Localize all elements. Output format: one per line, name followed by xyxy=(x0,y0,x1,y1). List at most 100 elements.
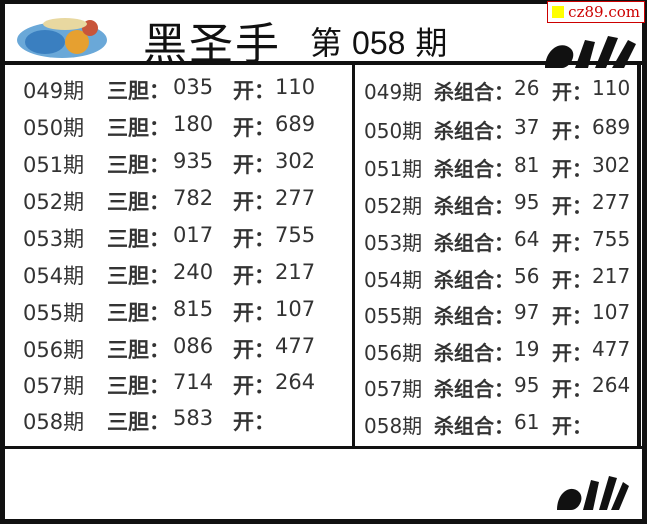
open-label: 开： xyxy=(552,119,592,143)
type-label: 三胆： xyxy=(107,301,170,325)
prediction-value: 086 xyxy=(173,334,214,358)
prediction-value: 714 xyxy=(173,370,214,394)
issue-value: 058 xyxy=(352,25,406,61)
open-label: 开： xyxy=(552,377,592,401)
type-label: 三胆： xyxy=(107,116,170,140)
prediction-value: 61 xyxy=(514,410,540,434)
watermark: cz89.com xyxy=(547,1,645,23)
type-label: 三胆： xyxy=(107,153,170,177)
open-value: 755 xyxy=(592,227,631,251)
period-label: 058期 xyxy=(364,414,423,438)
prediction-value: 56 xyxy=(514,264,540,288)
type-label: 三胆： xyxy=(107,79,170,103)
period-label: 052期 xyxy=(364,194,423,218)
period-label: 054期 xyxy=(23,264,85,288)
period-label: 052期 xyxy=(23,190,85,214)
period-label: 050期 xyxy=(364,119,423,143)
period-label: 056期 xyxy=(364,341,423,365)
open-value: 110 xyxy=(275,75,316,99)
period-label: 057期 xyxy=(23,374,85,398)
prediction-value: 95 xyxy=(514,373,540,397)
logo-icon xyxy=(17,18,107,58)
period-label: 053期 xyxy=(23,227,85,251)
prediction-value: 19 xyxy=(514,337,540,361)
open-label: 开： xyxy=(233,79,275,103)
open-value: 302 xyxy=(592,153,631,177)
prediction-value: 240 xyxy=(173,260,214,284)
open-label: 开： xyxy=(233,301,275,325)
open-value: 264 xyxy=(592,373,631,397)
open-label: 开： xyxy=(233,374,275,398)
open-value: 689 xyxy=(275,112,316,136)
prediction-value: 95 xyxy=(514,190,540,214)
divider xyxy=(637,65,641,447)
open-value: 217 xyxy=(275,260,316,284)
period-label: 050期 xyxy=(23,116,85,140)
prediction-value: 81 xyxy=(514,153,540,177)
open-value: 755 xyxy=(275,223,316,247)
period-label: 053期 xyxy=(364,231,423,255)
open-label: 开： xyxy=(233,264,275,288)
type-label: 三胆： xyxy=(107,338,170,362)
ok-hand-icon xyxy=(557,476,629,510)
period-label: 049期 xyxy=(23,79,85,103)
type-label: 三胆： xyxy=(107,264,170,288)
open-value: 277 xyxy=(275,186,316,210)
period-label: 055期 xyxy=(23,301,85,325)
prediction-value: 782 xyxy=(173,186,214,210)
open-label: 开： xyxy=(233,338,275,362)
open-value: 217 xyxy=(592,264,631,288)
prediction-value: 64 xyxy=(514,227,540,251)
issue-number: 第 058 期 xyxy=(310,18,457,64)
watermark-square-icon xyxy=(552,6,565,18)
type-label: 三胆： xyxy=(107,227,170,251)
prediction-value: 180 xyxy=(173,112,214,136)
prediction-value: 017 xyxy=(173,223,214,247)
type-label: 杀组合： xyxy=(434,268,514,292)
right-table: 049期 杀组合： 26 开： 110 050期 杀组合： 37 开： 689 051期 杀组合： 81… xyxy=(358,65,641,447)
open-label: 开： xyxy=(552,194,592,218)
type-label: 杀组合： xyxy=(434,231,514,255)
open-value: 264 xyxy=(275,370,316,394)
open-value: 107 xyxy=(592,300,631,324)
open-label: 开： xyxy=(552,80,592,104)
prediction-value: 035 xyxy=(173,75,214,99)
open-value: 277 xyxy=(592,190,631,214)
type-label: 杀组合： xyxy=(434,304,514,328)
open-value: 689 xyxy=(592,115,631,139)
period-label: 057期 xyxy=(364,377,423,401)
type-label: 三胆： xyxy=(107,374,170,398)
issue-suffix: 期 xyxy=(415,25,448,61)
type-label: 三胆： xyxy=(107,190,170,214)
prediction-value: 815 xyxy=(173,297,214,321)
period-label: 056期 xyxy=(23,338,85,362)
type-label: 杀组合： xyxy=(434,157,514,181)
issue-prefix: 第 xyxy=(310,25,343,61)
open-label: 开： xyxy=(552,157,592,181)
open-label: 开： xyxy=(233,153,275,177)
period-label: 051期 xyxy=(23,153,85,177)
prediction-value: 935 xyxy=(173,149,214,173)
period-label: 051期 xyxy=(364,157,423,181)
period-label: 054期 xyxy=(364,268,423,292)
open-label: 开： xyxy=(552,268,592,292)
type-label: 杀组合： xyxy=(434,341,514,365)
type-label: 杀组合： xyxy=(434,414,514,438)
open-label: 开： xyxy=(233,116,275,140)
type-label: 三胆： xyxy=(107,410,170,434)
open-label: 开： xyxy=(552,304,592,328)
period-label: 049期 xyxy=(364,80,423,104)
bottom-box xyxy=(5,449,641,519)
open-value: 477 xyxy=(275,334,316,358)
open-label: 开： xyxy=(233,227,275,251)
period-label: 055期 xyxy=(364,304,423,328)
prediction-value: 26 xyxy=(514,76,540,100)
type-label: 杀组合： xyxy=(434,119,514,143)
open-label: 开： xyxy=(552,341,592,365)
open-label: 开： xyxy=(233,410,275,434)
divider xyxy=(0,61,647,65)
open-value: 302 xyxy=(275,149,316,173)
open-label: 开： xyxy=(233,190,275,214)
open-label: 开： xyxy=(552,414,592,438)
